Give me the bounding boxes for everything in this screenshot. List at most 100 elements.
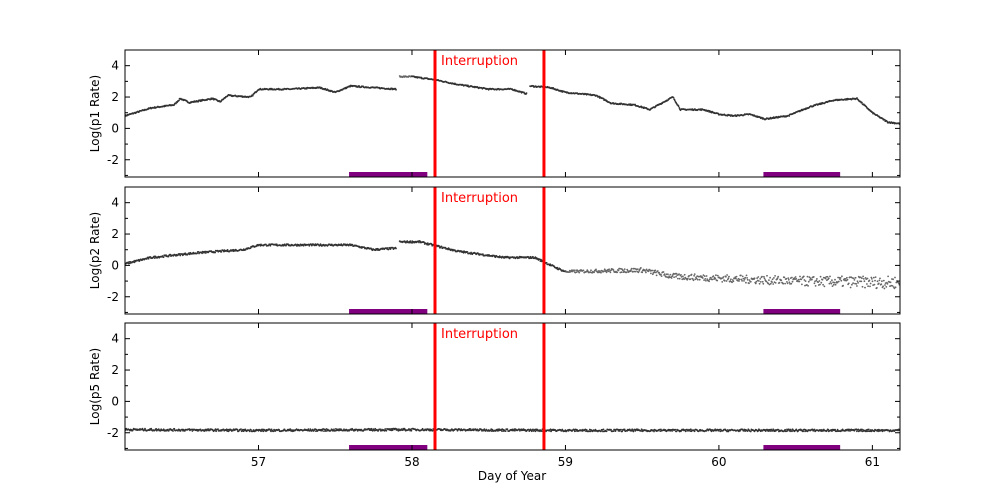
data-point — [727, 277, 730, 280]
data-point — [175, 102, 177, 105]
data-point — [807, 285, 809, 287]
data-point — [782, 282, 785, 285]
data-point — [802, 430, 805, 433]
data-point — [844, 279, 846, 282]
data-point — [869, 282, 872, 285]
data-point — [600, 271, 602, 274]
data-point — [853, 279, 856, 281]
data-point — [815, 279, 818, 282]
data-point — [251, 94, 254, 97]
data-point — [614, 430, 617, 432]
data-point — [600, 430, 602, 433]
data-point — [128, 261, 131, 263]
data-point — [677, 277, 679, 280]
data-point — [285, 244, 287, 247]
data-point — [836, 281, 839, 284]
data-point — [836, 428, 839, 431]
data-point — [240, 428, 242, 431]
data-point — [688, 274, 690, 277]
data-point — [389, 248, 392, 251]
data-point — [837, 280, 840, 283]
data-point — [871, 280, 874, 283]
data-point — [766, 274, 768, 277]
data-point — [590, 269, 592, 272]
data-point — [716, 274, 719, 277]
data-point — [882, 279, 885, 282]
data-point — [849, 276, 851, 279]
y-tick-label: 0 — [111, 121, 119, 135]
data-point — [634, 270, 637, 273]
data-point — [678, 273, 680, 275]
data-point — [723, 279, 726, 282]
data-point — [776, 277, 779, 279]
data-point — [789, 428, 792, 431]
data-point — [177, 429, 179, 432]
data-point — [610, 269, 612, 272]
data-point — [851, 283, 853, 286]
data-point — [410, 241, 413, 244]
data-point — [675, 275, 677, 278]
data-point — [756, 277, 758, 279]
data-point — [770, 428, 773, 431]
data-point — [827, 428, 830, 431]
panel-2: Interruption -2 0 2 4 Log(p2 Rate) — [88, 186, 901, 315]
data-point — [494, 256, 497, 259]
data-point — [759, 281, 762, 283]
data-point — [462, 251, 465, 254]
data-point — [852, 282, 854, 285]
data-point — [623, 270, 625, 273]
data-point — [893, 287, 896, 290]
data-point — [721, 281, 724, 283]
data-point — [656, 270, 659, 272]
data-point — [873, 283, 876, 286]
x-tick-label: 60 — [711, 455, 726, 469]
data-point — [333, 428, 335, 431]
data-point — [670, 277, 673, 279]
data-point — [773, 277, 775, 279]
data-point — [662, 271, 665, 273]
data-point — [862, 278, 865, 280]
data-point — [625, 271, 628, 274]
data-point — [757, 276, 760, 278]
data-point — [777, 275, 780, 278]
data-point — [384, 428, 387, 430]
data-point — [791, 276, 793, 279]
data-point — [882, 285, 884, 288]
data-point — [307, 428, 310, 431]
data-point — [681, 278, 684, 281]
data-point — [677, 105, 680, 108]
data-point — [323, 430, 325, 432]
data-point — [631, 428, 634, 431]
data-point — [608, 268, 610, 271]
data-point — [716, 279, 719, 282]
data-point — [675, 430, 678, 433]
data-point — [641, 271, 644, 274]
data-point — [686, 277, 689, 280]
data-point — [784, 282, 786, 285]
data-point — [603, 268, 606, 271]
data-point — [740, 278, 743, 281]
data-point — [735, 275, 738, 278]
data-point — [768, 283, 771, 286]
data-point — [220, 251, 223, 253]
data-point — [846, 276, 848, 279]
data-point — [678, 277, 681, 280]
y-tick-label: 4 — [111, 196, 119, 210]
data-point — [178, 253, 181, 255]
data-point — [660, 273, 662, 276]
data-point — [834, 428, 836, 431]
data-point — [732, 280, 735, 283]
data-point — [663, 273, 666, 275]
data-point — [806, 275, 809, 278]
data-point — [651, 273, 654, 276]
interval-bar — [763, 445, 841, 450]
data-point — [215, 430, 218, 433]
data-point — [821, 278, 824, 281]
data-point — [536, 428, 539, 431]
x-tick-label: 58 — [404, 455, 419, 469]
data-point — [744, 276, 747, 279]
data-point — [269, 244, 272, 247]
data-point — [883, 287, 886, 290]
data-point — [831, 430, 833, 432]
data-point — [597, 270, 600, 272]
